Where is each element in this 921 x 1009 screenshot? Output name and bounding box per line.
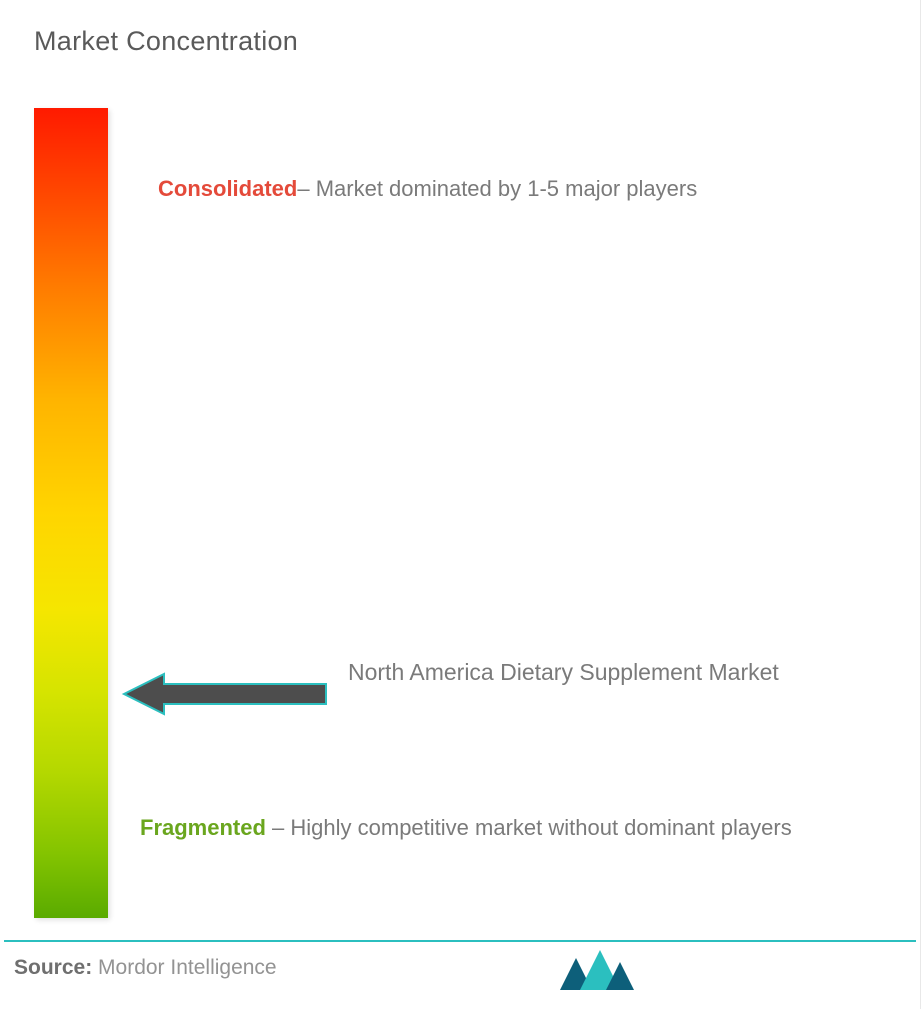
footer-divider <box>4 940 916 942</box>
arrow-shape <box>124 674 326 714</box>
consolidated-description: – Market dominated by 1-5 major players <box>297 176 697 201</box>
marker-label: North America Dietary Supplement Market <box>348 656 779 689</box>
chart-title: Market Concentration <box>34 26 298 57</box>
marker-arrow <box>120 670 330 723</box>
source-value: Mordor Intelligence <box>92 956 276 979</box>
infographic-container: Market Concentration Consolidated– Marke… <box>0 0 921 1009</box>
consolidated-label: Consolidated– Market dominated by 1-5 ma… <box>158 176 697 202</box>
mordor-logo-icon <box>560 950 640 999</box>
fragmented-label: Fragmented – Highly competitive market w… <box>140 806 792 850</box>
fragmented-description: – Highly competitive market without domi… <box>266 815 792 840</box>
source-attribution: Source: Mordor Intelligence <box>14 956 277 980</box>
consolidated-keyword: Consolidated <box>158 176 297 201</box>
arrow-left-icon <box>120 670 330 718</box>
fragmented-keyword: Fragmented <box>140 815 266 840</box>
concentration-gradient-bar <box>34 108 108 918</box>
source-label: Source: <box>14 956 92 979</box>
